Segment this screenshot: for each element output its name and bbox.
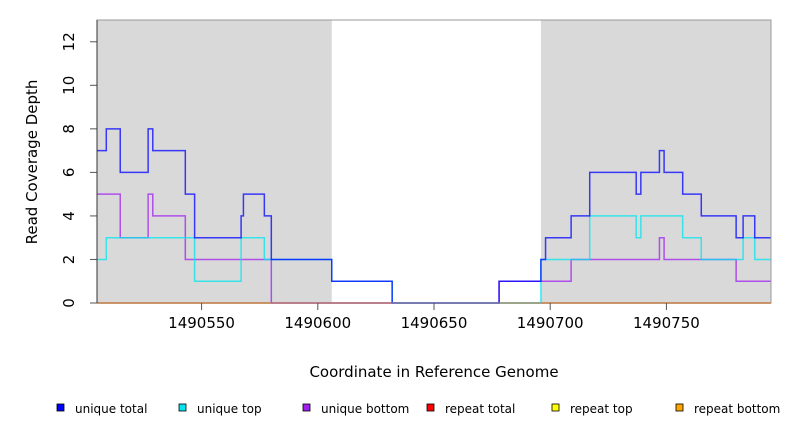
x-tick-label: 1490550 (168, 314, 235, 332)
legend-marker-repeat-bottom (675, 403, 684, 412)
x-tick-label: 1490600 (284, 314, 351, 332)
y-tick-label: 2 (60, 255, 78, 265)
x-axis-label: Coordinate in Reference Genome (309, 363, 558, 381)
y-tick-label: 4 (60, 211, 78, 221)
legend-marker-unique-top (178, 403, 187, 412)
y-tick-label: 12 (60, 32, 78, 51)
series-line-unique-top (97, 215, 771, 304)
legend: unique total unique top unique bottom repea… (56, 402, 780, 416)
legend-label: unique total (75, 402, 147, 416)
y-axis-label: Read Coverage Depth (23, 80, 41, 245)
legend-label: repeat bottom (694, 402, 780, 416)
legend-marker-repeat-total (426, 403, 435, 412)
shaded-region (540, 20, 771, 303)
x-tick-label: 1490700 (517, 314, 584, 332)
legend-marker-repeat-top (551, 403, 560, 412)
series-line-unique-total (97, 128, 771, 304)
x-axis: 1490550 1490600 1490650 1490700 1490750 (168, 303, 700, 332)
shaded-region (97, 20, 332, 303)
legend-marker-unique-bottom (302, 403, 311, 412)
y-axis: 0 2 4 6 8 10 12 (60, 20, 98, 308)
shaded-regions (97, 20, 771, 303)
y-tick-label: 8 (60, 124, 78, 134)
legend-label: repeat top (570, 402, 633, 416)
legend-marker-unique-total (56, 403, 65, 412)
legend-label: repeat total (445, 402, 515, 416)
y-tick-label: 6 (60, 168, 78, 178)
legend-label: unique bottom (321, 402, 409, 416)
y-tick-label: 0 (60, 298, 78, 308)
x-tick-label: 1490650 (401, 314, 468, 332)
legend-label: unique top (197, 402, 262, 416)
y-tick-label: 10 (60, 76, 78, 95)
x-tick-label: 1490750 (633, 314, 700, 332)
